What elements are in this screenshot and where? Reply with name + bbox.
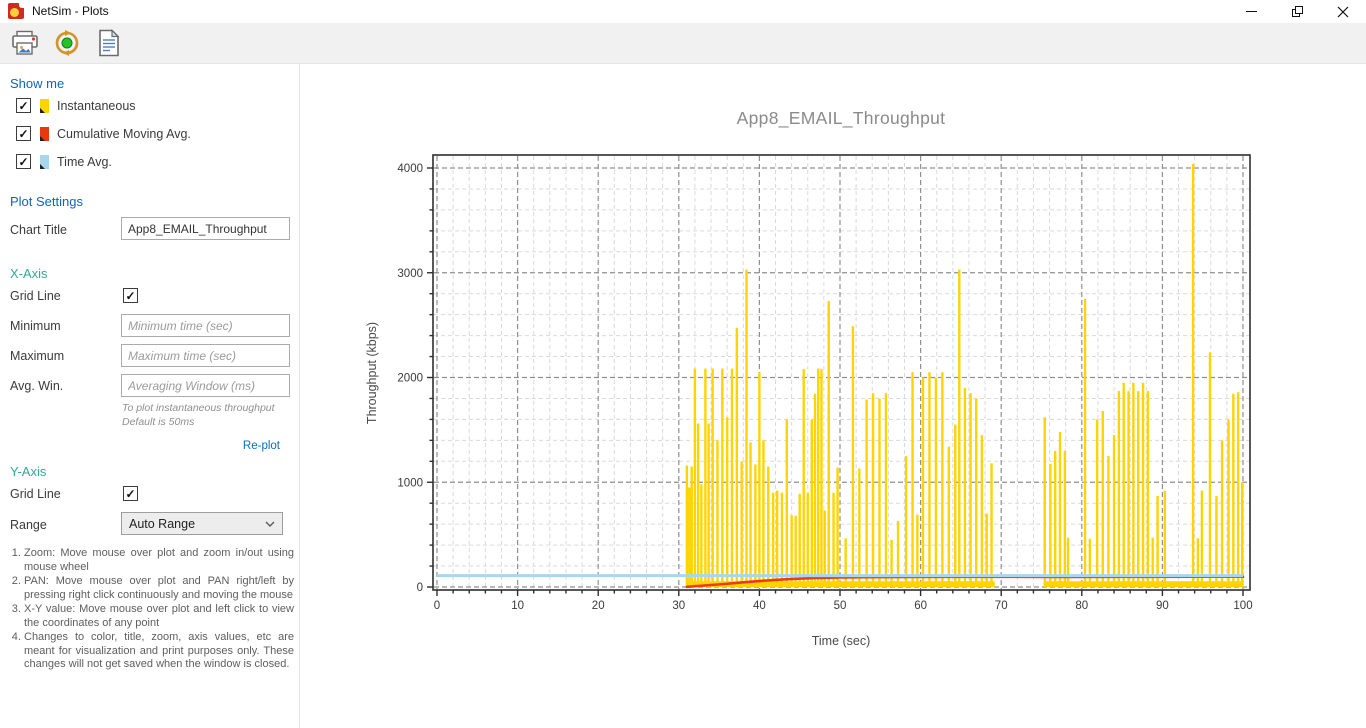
close-icon	[1337, 6, 1349, 17]
x-grid-line-checkbox[interactable]: ✓	[123, 288, 138, 303]
svg-text:1000: 1000	[397, 477, 423, 489]
settings-sidebar: Show me ✓ Instantaneous ✓ Cumulative Mov…	[0, 64, 300, 728]
replot-link[interactable]: Re-plot	[242, 440, 280, 452]
svg-text:3000: 3000	[397, 268, 423, 280]
print-button[interactable]	[8, 27, 42, 59]
svg-text:30: 30	[672, 600, 685, 612]
window-title: NetSim - Plots	[32, 4, 109, 18]
svg-text:4000: 4000	[397, 163, 423, 175]
svg-text:40: 40	[753, 600, 766, 612]
svg-text:90: 90	[1156, 600, 1169, 612]
instruction-item: X-Y value: Move mouse over plot and left…	[24, 603, 294, 630]
title-bar: NetSim - Plots	[0, 0, 1366, 23]
avg-win-input[interactable]	[121, 374, 290, 397]
toolbar	[0, 23, 1366, 64]
usage-instructions: Zoom: Move mouse over plot and zoom in/o…	[8, 547, 294, 673]
netsim-app-icon	[8, 3, 24, 19]
show-me-heading: Show me	[10, 76, 65, 91]
capture-animation-icon	[55, 30, 79, 56]
report-icon	[99, 29, 120, 57]
legend-row-instantaneous: ✓ Instantaneous	[16, 98, 136, 113]
chart-title-label: Chart Title	[10, 223, 67, 237]
y-grid-line-label: Grid Line	[10, 487, 61, 501]
svg-text:50: 50	[834, 600, 847, 612]
chart-title: App8_EMAIL_Throughput	[736, 108, 946, 128]
svg-text:70: 70	[995, 600, 1008, 612]
maximum-input[interactable]	[121, 344, 290, 367]
y-range-selected-value: Auto Range	[129, 516, 196, 531]
svg-text:20: 20	[592, 600, 605, 612]
minimum-input[interactable]	[121, 314, 290, 337]
cma-color-swatch	[40, 126, 49, 141]
instantaneous-color-swatch	[40, 98, 49, 113]
time-avg-label: Time Avg.	[57, 154, 112, 169]
minimize-icon	[1245, 11, 1257, 12]
time-avg-checkbox[interactable]: ✓	[16, 154, 31, 169]
minimum-label: Minimum	[10, 319, 61, 333]
instantaneous-label: Instantaneous	[57, 98, 136, 113]
chevron-down-icon	[265, 521, 275, 527]
plot-settings-heading: Plot Settings	[10, 194, 83, 209]
restore-icon	[1291, 6, 1303, 17]
x-axis-heading: X-Axis	[10, 266, 48, 281]
y-axis-heading: Y-Axis	[10, 464, 47, 479]
instruction-item: Zoom: Move mouse over plot and zoom in/o…	[24, 547, 294, 574]
cma-checkbox[interactable]: ✓	[16, 126, 31, 141]
minimize-button[interactable]	[1228, 0, 1274, 23]
svg-text:0: 0	[417, 582, 423, 594]
capture-animation-button[interactable]	[50, 27, 84, 59]
x-axis-title: Time (sec)	[811, 634, 871, 648]
svg-text:60: 60	[914, 600, 927, 612]
svg-text:100: 100	[1233, 600, 1252, 612]
close-button[interactable]	[1320, 0, 1366, 23]
maximum-label: Maximum	[10, 349, 65, 363]
instantaneous-checkbox[interactable]: ✓	[16, 98, 31, 113]
chart-panel: App8_EMAIL_Throughput Throughput (kbps) …	[300, 64, 1366, 728]
time-avg-color-swatch	[40, 154, 49, 169]
report-button[interactable]	[92, 27, 126, 59]
instruction-item: Changes to color, title, zoom, axis valu…	[24, 631, 294, 672]
svg-text:2000: 2000	[397, 373, 423, 385]
svg-text:0: 0	[434, 600, 440, 612]
y-grid-line-checkbox[interactable]: ✓	[123, 486, 138, 501]
avg-win-label: Avg. Win.	[10, 379, 64, 393]
chart-title-input[interactable]	[121, 217, 290, 240]
legend-row-time-avg: ✓ Time Avg.	[16, 154, 112, 169]
range-label: Range	[10, 518, 47, 532]
avg-win-helper-line1: To plot instantaneous throughput	[122, 402, 275, 414]
avg-win-helper-line2: Default is 50ms	[122, 416, 195, 428]
y-range-select[interactable]: Auto Range	[121, 512, 283, 535]
svg-text:10: 10	[511, 600, 524, 612]
legend-row-cma: ✓ Cumulative Moving Avg.	[16, 126, 191, 141]
x-grid-line-label: Grid Line	[10, 289, 61, 303]
instruction-item: PAN: Move mouse over plot and PAN right/…	[24, 575, 294, 602]
svg-text:80: 80	[1075, 600, 1088, 612]
restore-button[interactable]	[1274, 0, 1320, 23]
cma-label: Cumulative Moving Avg.	[57, 126, 191, 141]
print-icon	[12, 30, 38, 55]
